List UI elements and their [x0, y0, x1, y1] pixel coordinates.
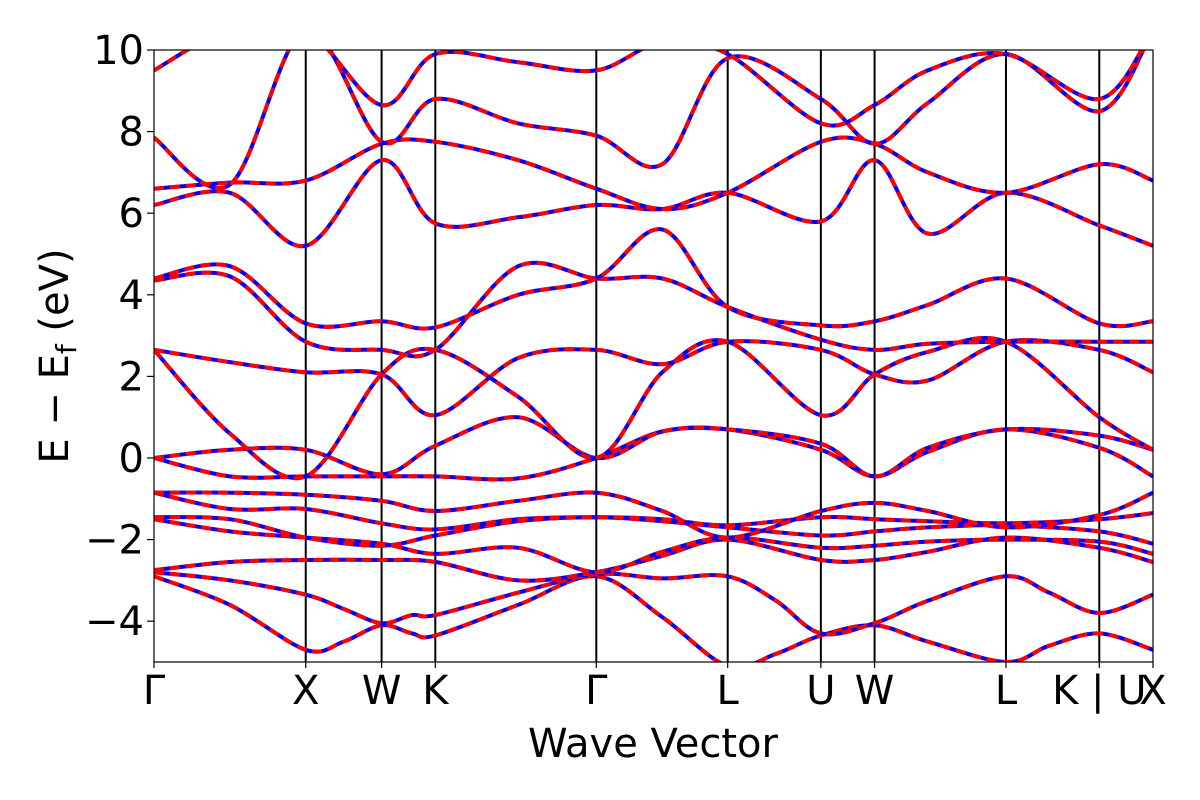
plot-frame	[153, 49, 1154, 663]
y-tick-label: 10	[93, 28, 144, 74]
y-tick-label: 0	[119, 436, 144, 482]
x-tick-label: W	[362, 668, 402, 714]
x-tick-label: W	[855, 668, 895, 714]
x-tick-label: X	[292, 668, 319, 714]
band-line-red	[154, 570, 1153, 637]
x-tick-label: U	[806, 668, 835, 714]
band-line-red	[154, 50, 1146, 190]
x-tick-label: L	[717, 668, 740, 714]
y-tick-label: 2	[119, 354, 144, 400]
x-tick-label: L	[995, 668, 1018, 714]
band-line-red	[154, 158, 1153, 248]
y-axis-ticks: 10 8 6 4 2 0 −2 −4	[85, 28, 154, 645]
band-line-blue	[154, 574, 1153, 662]
band-line-red	[154, 490, 1153, 540]
y-tick-label: 4	[119, 273, 144, 319]
y-tick-label: −4	[85, 599, 144, 645]
band-line-red	[154, 415, 1153, 479]
x-tick-label: X	[1139, 668, 1166, 714]
band-lines	[154, 50, 1153, 662]
x-tick-label: Γ	[143, 668, 166, 714]
y-axis-label-subscript: f	[50, 343, 83, 354]
y-tick-label: 8	[119, 110, 144, 156]
band-line-red	[154, 260, 1153, 359]
y-axis-label-unit: (eV)	[32, 248, 78, 344]
band-line-red	[154, 50, 1144, 128]
x-axis-label: Wave Vector	[528, 721, 779, 767]
band-line-red	[154, 338, 1153, 418]
band-line-red	[154, 336, 1153, 481]
x-tick-label: Γ	[585, 668, 608, 714]
y-tick-label: 6	[119, 191, 144, 237]
y-tick-label: −2	[85, 518, 144, 564]
x-tick-label: K	[422, 668, 450, 714]
x-tick-label: K | U	[1052, 668, 1146, 714]
band-line-red	[154, 135, 1153, 212]
band-line-red	[154, 517, 1153, 575]
y-axis-label: E − Ef (eV)	[32, 248, 83, 463]
band-line-red	[154, 227, 1153, 331]
y-axis-label-main: E − E	[32, 354, 78, 464]
